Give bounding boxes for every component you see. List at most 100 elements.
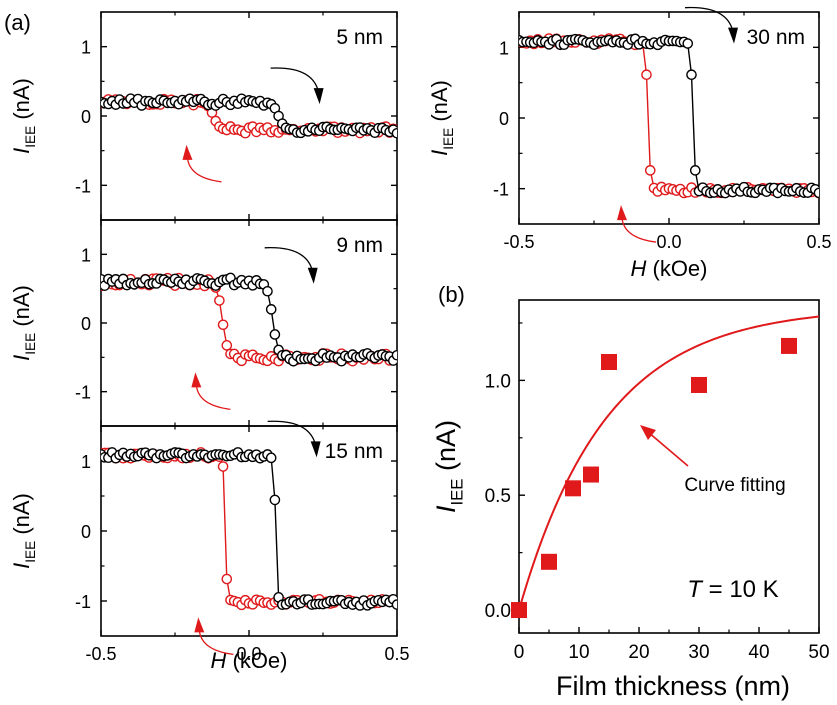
y-tick-label: 1 [499,38,509,58]
x-tick-label: 0.0 [656,232,681,252]
data-point [565,480,581,497]
down_sweep-point [391,127,397,139]
y-axis-label: IIEE (nA) [9,78,38,154]
up_sweep-line [101,276,397,363]
y-label-unit: (nA) [9,285,34,333]
x-label-symbol: H [630,256,646,281]
x-label-symbol: H [210,648,226,673]
up-sweep-arrowhead [194,617,205,633]
y-tick-label: 0 [81,522,91,542]
data-point [511,602,527,619]
up_sweep-point [217,319,229,331]
down_sweep-point [265,452,277,464]
thickness-label: 15 nm [325,440,383,463]
y-tick-label: 1 [81,38,91,58]
up_sweep-point [641,69,652,81]
x-label-unit: (kOe) [646,256,707,281]
down-sweep-arrowhead [310,441,321,458]
axes-a3: -0.5 0.0 0.5 1 0 -1 IIEE (nA) H (kOe) 15 nm [9,420,410,673]
up-sweep-arrow [195,385,231,410]
axes-a2: 1 0 -1 IIEE (nA) 9 nm [9,219,398,427]
up-sweep-arrow [186,157,222,183]
y-label-subscript: IEE [23,541,38,563]
fit-label: Curve fitting [684,475,785,496]
down_sweep-point [269,329,281,340]
down_sweep-point [262,285,273,297]
data-point [583,466,599,483]
down_sweep-point [682,38,694,49]
panel-b-label: (b) [438,282,465,307]
x-axis-label: H (kOe) [210,648,287,673]
data-layer [101,93,397,139]
y-tick-label: -1 [493,180,509,200]
thickness-label: 9 nm [336,234,383,257]
y-label-unit: (nA) [427,80,452,128]
y-tick-label: -1 [75,176,91,196]
y-label-symbol: I [431,505,461,513]
y-tick-label: 0 [499,109,509,129]
up_sweep-line [519,37,819,194]
y-label-symbol: I [9,355,34,361]
down_sweep-line [101,451,397,607]
panel-a-label: (a) [4,10,31,35]
axes-a4: -0.5 0.0 0.5 1 0 -1 IIEE (nA) H (kOe) 30 nm [427,6,832,281]
temperature-label: T = 10 K [687,576,778,603]
y-tick-label: 0 [81,107,91,127]
x-tick-label: -0.5 [503,232,534,252]
y-label-symbol: I [9,148,34,154]
y-label-subscript: IEE [23,333,38,355]
x-tick-label: -0.5 [85,644,116,664]
temperature-symbol: T [687,576,704,603]
data-layer [519,33,819,199]
up-sweep-arrowhead [617,205,627,221]
down-sweep-arrowhead [728,27,738,44]
up_sweep-line [101,451,397,606]
y-label-symbol: I [427,150,452,156]
x-tick-label: 0.0 [236,644,261,664]
y-label-symbol: I [9,563,34,569]
thickness-label: 30 nm [747,26,805,49]
x-axis-label: H (kOe) [630,256,707,281]
up-sweep-arrowhead [191,372,202,388]
down-sweep-arrow [270,67,320,93]
down-sweep-arrow [267,420,317,446]
y-tick-label: 0 [81,314,91,334]
y-label-subscript: IEE [23,126,38,148]
down_sweep-point [391,599,397,610]
data-point [601,354,617,371]
thickness-label: 5 nm [336,26,383,49]
fit-arrowhead [640,425,656,440]
y-label-unit: (nA) [9,78,34,126]
y-tick-label: -1 [75,592,91,612]
x-tick-label: 0 [514,642,525,663]
y-tick-label: 1 [81,245,91,265]
data-point [781,337,797,354]
y-label-unit: (nA) [9,493,34,541]
x-tick-label: 10 [568,642,589,663]
down-sweep-arrowhead [313,88,324,105]
y-tick-label: 1 [81,452,91,472]
down_sweep-point [269,494,281,506]
axes-b: 0 10 20 30 40 50 0.0 0.5 1.0 IIEE (nA) Film thickn… [431,299,830,701]
down_sweep-point [686,69,697,81]
down_sweep-point [689,165,701,176]
x-axis-label: Film thickness (nm) [556,671,790,701]
y-label-unit: (nA) [431,420,461,479]
up-sweep-arrowhead [182,144,193,160]
x-tick-label: 0.5 [806,232,831,252]
y-axis-label: IIEE (nA) [427,80,456,156]
data-point [541,553,557,570]
up_sweep-point [221,573,233,585]
down-sweep-arrowhead [307,267,318,284]
up-sweep-arrow [198,630,234,656]
y-axis-label: IIEE (nA) [431,420,467,513]
x-tick-label: 30 [688,642,709,663]
x-tick-label: 0.5 [384,644,409,664]
down_sweep-line [519,38,819,195]
data-layer [101,447,397,611]
x-tick-label: 20 [628,642,649,663]
x-label-unit: (kOe) [226,648,287,673]
data-layer [101,272,397,367]
fit-arrow [647,431,689,467]
